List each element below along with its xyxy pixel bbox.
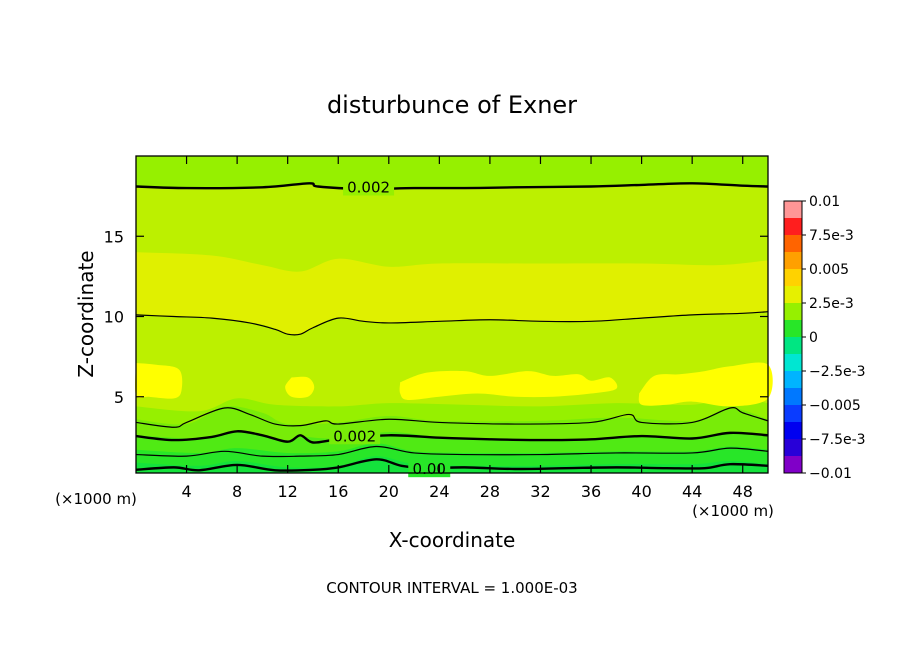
colorbar-swatch-12 — [784, 252, 802, 269]
x-tick-label-24: 24 — [429, 482, 449, 501]
contour-0.002-upper-label-bg — [343, 177, 395, 196]
x-unit-right: (×1000 m) — [692, 502, 774, 520]
colorbar-swatch-10 — [784, 286, 802, 303]
colorbar-swatch-9 — [784, 303, 802, 320]
colorbar-label-−2.5e-3: −2.5e-3 — [809, 364, 866, 380]
colorbar-label-0.01: 0.01 — [809, 194, 840, 210]
colorbar: 0.01 7.5e-3 0.005 2.5e-3 0 −2.5e-3 −0.005 −7.5e… — [783, 194, 866, 482]
colorbar-label-0: 0 — [809, 330, 818, 346]
x-tick-label-8: 8 — [232, 482, 242, 501]
field-blob-3 — [399, 370, 618, 401]
y-tick-label-15: 15 — [104, 227, 124, 246]
colorbar-swatch-1 — [784, 439, 802, 456]
contour-0.003-upper — [135, 311, 769, 336]
colorbar-label-−0.01: −0.01 — [809, 466, 852, 482]
contour-interval-footer: CONTOUR INTERVAL = 1.000E-03 — [326, 579, 577, 597]
x-tick-label-32: 32 — [530, 482, 550, 501]
y-tick-label-10: 10 — [104, 308, 124, 327]
colorbar-swatch-0 — [784, 456, 802, 473]
contour-0.003-lower — [135, 407, 769, 428]
field-blob-1 — [135, 363, 183, 399]
field-band-8 — [136, 156, 768, 190]
x-tick-label-48: 48 — [733, 482, 753, 501]
y-axis-ticks: 5 10 15 — [104, 227, 768, 407]
plot-frame — [135, 155, 769, 474]
field-blob-2 — [285, 376, 315, 398]
field-blobs — [135, 362, 773, 407]
contour-0.002-upper — [135, 182, 769, 191]
colorbar-label-7.5e-3: 7.5e-3 — [809, 228, 854, 244]
colorbar-swatch-14 — [784, 218, 802, 235]
colorbar-label-0.005: 0.005 — [809, 262, 849, 278]
x-tick-label-36: 36 — [581, 482, 601, 501]
colorbar-label-−7.5e-3: −7.5e-3 — [809, 432, 866, 448]
x-axis-label: X-coordinate — [389, 528, 516, 552]
colorbar-label-−0.005: −0.005 — [809, 398, 861, 414]
x-tick-label-28: 28 — [480, 482, 500, 501]
x-tick-label-44: 44 — [682, 482, 702, 501]
y-axis-label: Z-coordinate — [74, 250, 98, 377]
x-unit-left: (×1000 m) — [55, 490, 137, 508]
field-blob-4 — [638, 362, 773, 407]
colorbar-swatch-8 — [784, 320, 802, 337]
colorbar-swatch-15 — [784, 201, 802, 218]
x-tick-label-4: 4 — [181, 482, 191, 501]
x-tick-label-12: 12 — [278, 482, 298, 501]
contour-0.002-lower-label: 0.002 — [333, 427, 376, 445]
field-bands — [136, 156, 768, 473]
contour-0.002-lower-label-bg — [329, 426, 381, 445]
colorbar-swatch-7 — [784, 337, 802, 354]
colorbar-swatch-11 — [784, 269, 802, 286]
x-tick-label-20: 20 — [379, 482, 399, 501]
colorbar-swatch-13 — [784, 235, 802, 252]
colorbar-swatch-4 — [784, 388, 802, 405]
colorbar-label-2.5e-3: 2.5e-3 — [809, 296, 854, 312]
y-tick-label-5: 5 — [114, 388, 124, 407]
colorbar-swatch-6 — [784, 354, 802, 371]
x-tick-label-16: 16 — [328, 482, 348, 501]
contour-0.001 — [135, 445, 769, 458]
colorbar-swatch-3 — [784, 405, 802, 422]
x-axis-ticks: 4 8 12 16 20 24 28 32 36 40 44 48 — [181, 156, 753, 501]
contour-0.00-label: 0.00 — [413, 460, 446, 478]
chart-title: disturbunce of Exner — [327, 91, 577, 119]
contour-0.002-upper-label: 0.002 — [347, 178, 390, 196]
x-tick-label-40: 40 — [631, 482, 651, 501]
colorbar-swatch-2 — [784, 422, 802, 439]
colorbar-swatch-5 — [784, 371, 802, 388]
